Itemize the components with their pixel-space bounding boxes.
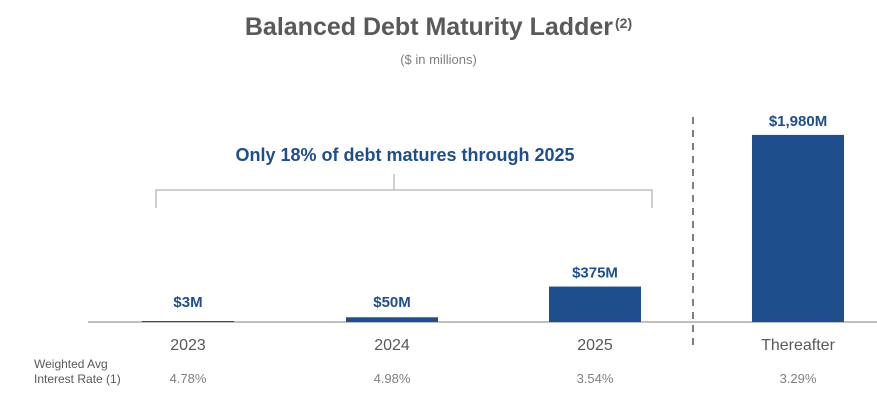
data-label-2023: $3M [173,294,202,311]
interest-rate-label-line2: Interest Rate (1) [34,372,121,386]
callout-text: Only 18% of debt matures through 2025 [235,145,575,165]
tick-label-2023: 2023 [170,337,206,354]
data-label-thereafter: $1,980M [769,113,827,130]
interest-rate-label: Weighted Avg Interest Rate (1) [34,357,121,387]
data-label-2024: $50M [373,294,411,311]
callout-bracket [155,189,653,208]
bar-2024 [346,317,438,322]
chart-title: Balanced Debt Maturity Ladder (2) [0,13,877,42]
title-footnote: (2) [615,15,633,31]
interest-rate-2025: 3.54% [576,371,614,386]
interest-rate-2024: 4.98% [373,371,411,386]
chart-subtitle: ($ in millions) [400,52,477,67]
tick-label-2024: 2024 [374,337,410,354]
interest-rate-thereafter: 3.29% [779,371,817,386]
data-label-2025: $375M [572,265,618,282]
tick-label-thereafter: Thereafter [761,337,835,354]
interest-rate-2023: 4.78% [169,371,207,386]
chart-title-text: Balanced Debt Maturity Ladder [244,13,613,41]
bar-2025 [549,286,641,322]
bar-2023 [142,321,234,322]
tick-label-2025: 2025 [577,337,613,354]
interest-rate-label-line1: Weighted Avg [34,357,108,371]
bar-thereafter [752,134,844,322]
